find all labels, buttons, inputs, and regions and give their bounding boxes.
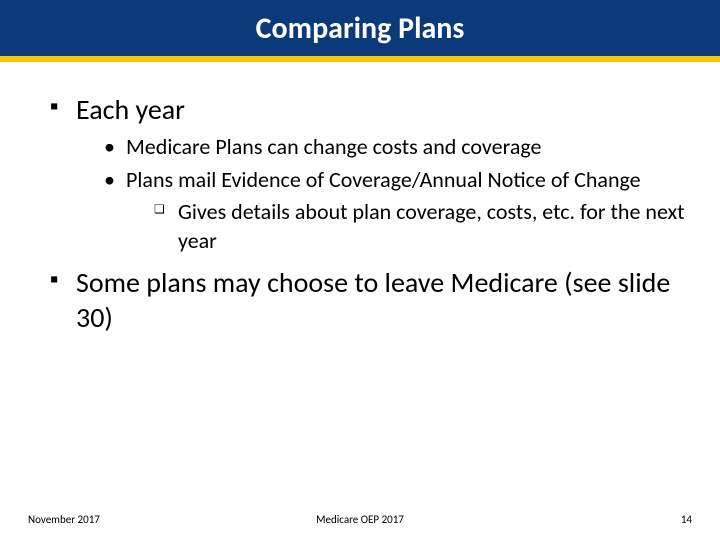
bullet-l2-text: Medicare Plans can change costs and cove… <box>126 133 541 160</box>
title-band: Comparing Plans <box>0 0 720 62</box>
bullet-l2: Plans mail Evidence of Coverage/Annual N… <box>104 166 688 256</box>
bullet-l2-text: Plans mail Evidence of Coverage/Annual N… <box>126 166 641 193</box>
bullet-l3: Gives details about plan coverage, costs… <box>154 198 688 255</box>
bullet-l1: Some plans may choose to leave Medicare … <box>50 265 688 335</box>
bullet-l1-text: Some plans may choose to leave Medicare … <box>76 265 670 335</box>
footer-left: November 2017 <box>28 513 100 526</box>
bullet-l1-text: Each year <box>76 92 185 127</box>
footer-center: Medicare OEP 2017 <box>316 513 404 526</box>
bullet-l2: Medicare Plans can change costs and cove… <box>104 133 688 162</box>
bullet-l3-text: Gives details about plan coverage, costs… <box>178 198 685 254</box>
bullet-l1: Each year Medicare Plans can change cost… <box>50 92 688 255</box>
slide-content: Each year Medicare Plans can change cost… <box>0 62 720 335</box>
footer-right: 14 <box>681 513 692 526</box>
slide-title: Comparing Plans <box>256 10 465 47</box>
slide-footer: November 2017 Medicare OEP 2017 14 <box>0 513 720 526</box>
